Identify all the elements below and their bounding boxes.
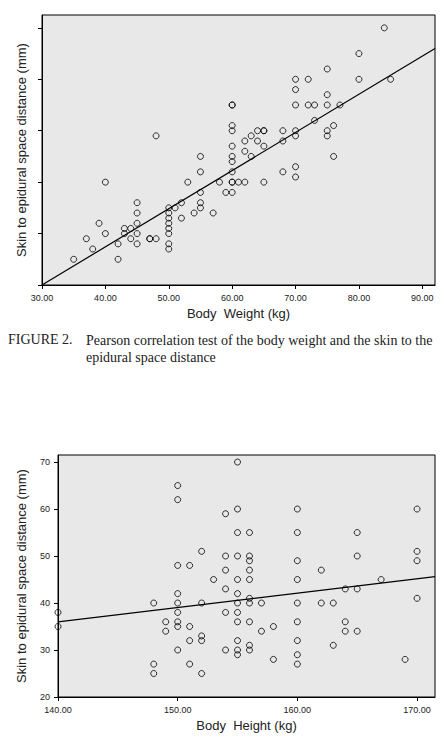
svg-text:60: 60 bbox=[40, 504, 50, 514]
svg-text:70: 70 bbox=[40, 457, 50, 467]
svg-text:20: 20 bbox=[40, 692, 50, 702]
svg-text:140.00: 140.00 bbox=[44, 705, 72, 715]
svg-text:Skin to epidural space distanc: Skin to epidural space distance (mm) bbox=[14, 469, 29, 683]
svg-text:60.00: 60.00 bbox=[221, 293, 244, 303]
svg-text:40: 40 bbox=[40, 598, 50, 608]
svg-text:80.00: 80.00 bbox=[348, 293, 371, 303]
html-text:Pearson correlation test of th: Pearson correlation test of the body wei… bbox=[86, 333, 433, 365]
svg-text:Skin to epidural space distanc: Skin to epidural space distance (mm) bbox=[14, 43, 29, 257]
svg-text:30.00: 30.00 bbox=[31, 293, 54, 303]
svg-text:70.00: 70.00 bbox=[284, 293, 307, 303]
svg-text:30: 30 bbox=[40, 645, 50, 655]
svg-text:50: 50 bbox=[40, 551, 50, 561]
html-text:FIGURE 2.: FIGURE 2. bbox=[8, 332, 73, 347]
svg-text:170.00: 170.00 bbox=[403, 705, 431, 715]
svg-text:160.00: 160.00 bbox=[284, 705, 312, 715]
svg-text:Body Weight (kg): Body Weight (kg) bbox=[187, 306, 290, 321]
svg-text:50.00: 50.00 bbox=[158, 293, 181, 303]
svg-text:Body Height (kg): Body Height (kg) bbox=[196, 718, 296, 733]
svg-text:40.00: 40.00 bbox=[94, 293, 117, 303]
svg-text:150.00: 150.00 bbox=[164, 705, 192, 715]
svg-text:90.00: 90.00 bbox=[411, 293, 434, 303]
